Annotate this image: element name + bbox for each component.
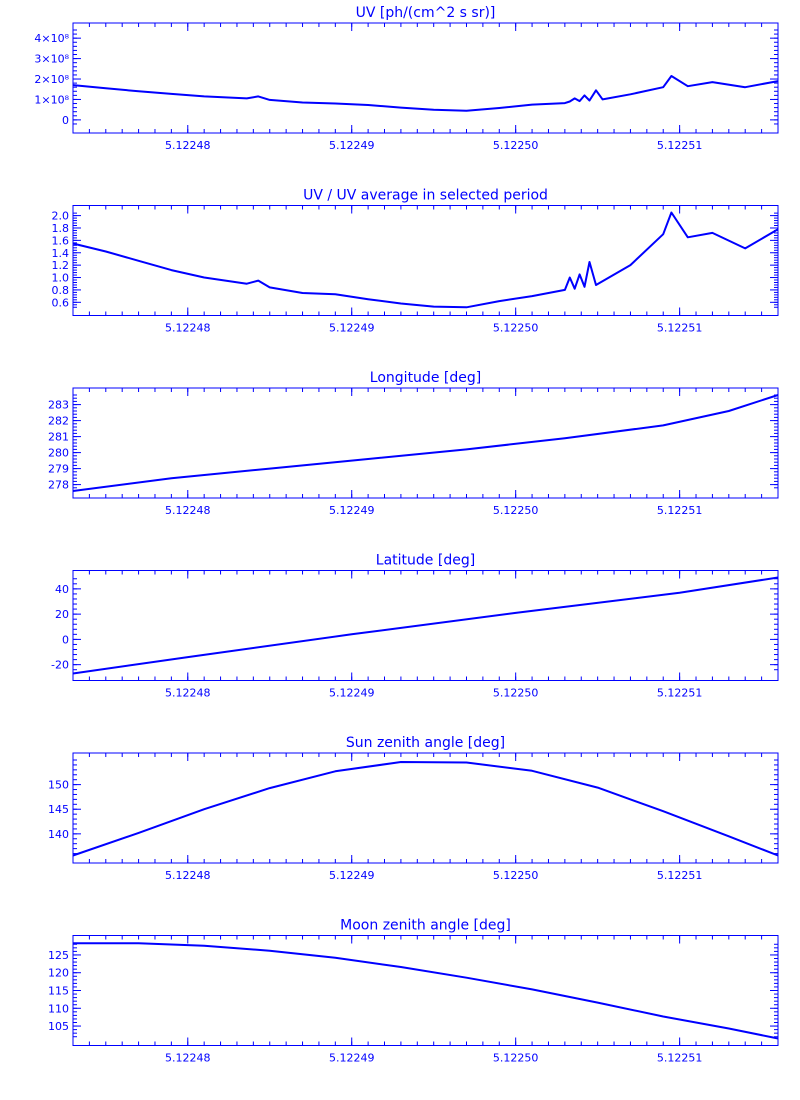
y-tick-label: 2×10⁸ <box>34 73 69 86</box>
plot-frame <box>72 752 779 864</box>
y-tick-label: 0.6 <box>52 296 70 309</box>
plot-frame <box>72 387 779 499</box>
y-tick-label: 40 <box>55 583 69 596</box>
y-tick-label: 145 <box>48 803 69 816</box>
x-tick-label: 5.12248 <box>165 322 211 335</box>
data-series-line <box>72 576 779 675</box>
y-tick-label: 140 <box>48 828 69 841</box>
y-tick-label: 115 <box>48 985 69 998</box>
plot-frame <box>72 570 779 681</box>
chart-panel-2: UV / UV average in selected period 5.1224… <box>52 188 779 335</box>
chart-panel-3: Longitude [deg] 5.12248 5.12249 5.12250 5.12… <box>48 370 779 517</box>
plot-frame <box>72 22 779 134</box>
chart-title: Longitude [deg] <box>370 370 481 386</box>
plot-frame <box>72 935 779 1046</box>
x-tick-label: 5.12251 <box>657 504 703 517</box>
x-tick-label: 5.12249 <box>329 869 375 882</box>
x-tick-label: 5.12250 <box>493 139 539 152</box>
x-tick-label: 5.12251 <box>657 139 703 152</box>
x-tick-label: 5.12249 <box>329 1052 375 1065</box>
y-tick-label: 1.4 <box>52 247 70 260</box>
chart-panel-6: Moon zenith angle [deg] 5.12248 5.12249 5.1… <box>48 918 779 1065</box>
x-tick-label: 5.12249 <box>329 687 375 700</box>
y-tick-label: 3×10⁸ <box>34 53 69 66</box>
data-series-line <box>73 942 779 1040</box>
y-tick-label: 1.0 <box>52 272 70 285</box>
x-tick-label: 5.12250 <box>493 504 539 517</box>
y-tick-label: -20 <box>51 659 69 672</box>
y-tick-label: 0.8 <box>52 284 70 297</box>
chart-title: UV [ph/(cm^2 s sr)] <box>356 5 496 21</box>
y-tick-label: 1.6 <box>52 234 70 247</box>
data-series-line <box>72 75 779 112</box>
x-tick-label: 5.12251 <box>657 1052 703 1065</box>
data-series-line <box>72 394 779 492</box>
x-tick-label: 5.12250 <box>493 869 539 882</box>
y-tick-label: 280 <box>48 447 69 460</box>
y-tick-label: 105 <box>48 1020 69 1033</box>
x-tick-label: 5.12250 <box>493 322 539 335</box>
x-tick-label: 5.12248 <box>165 1052 211 1065</box>
x-tick-label: 5.12251 <box>657 322 703 335</box>
y-tick-label: 279 <box>48 463 69 476</box>
y-tick-label: 281 <box>48 431 69 444</box>
y-tick-label: 2.0 <box>52 210 70 223</box>
chart-panel-4: Latitude [deg] 5.12248 5.12249 5.12250 5.122… <box>51 553 779 700</box>
plot-frame <box>72 205 779 316</box>
y-tick-label: 1.8 <box>52 222 70 235</box>
data-series-line <box>72 761 779 857</box>
chart-title: Latitude [deg] <box>376 553 475 569</box>
x-tick-label: 5.12249 <box>329 504 375 517</box>
y-tick-label: 282 <box>48 415 69 428</box>
x-tick-label: 5.12248 <box>165 504 211 517</box>
x-tick-label: 5.12248 <box>165 139 211 152</box>
y-tick-label: 1×10⁸ <box>34 93 69 106</box>
y-tick-label: 150 <box>48 779 69 792</box>
y-tick-label: 278 <box>48 479 69 492</box>
chart-panel-1: UV [ph/(cm^2 s sr)] 5.12248 5.12249 5.12250… <box>34 5 779 152</box>
y-tick-label: 20 <box>55 608 69 621</box>
x-tick-label: 5.12250 <box>493 1052 539 1065</box>
y-tick-label: 0 <box>62 633 69 646</box>
x-tick-label: 5.12249 <box>329 139 375 152</box>
chart-title: Sun zenith angle [deg] <box>346 735 505 751</box>
y-tick-label: 1.2 <box>52 259 70 272</box>
y-tick-label: 110 <box>48 1002 69 1015</box>
x-tick-label: 5.12250 <box>493 687 539 700</box>
chart-panel-5: Sun zenith angle [deg] 5.12248 5.12249 5.12… <box>48 735 779 882</box>
data-series-line <box>72 211 779 309</box>
y-tick-label: 120 <box>48 967 69 980</box>
x-tick-label: 5.12248 <box>165 687 211 700</box>
y-tick-label: 4×10⁸ <box>34 32 69 45</box>
x-tick-label: 5.12251 <box>657 687 703 700</box>
y-tick-label: 283 <box>48 399 69 412</box>
chart-title: Moon zenith angle [deg] <box>340 918 511 934</box>
x-tick-label: 5.12251 <box>657 869 703 882</box>
x-tick-label: 5.12248 <box>165 869 211 882</box>
y-tick-label: 0 <box>62 114 69 127</box>
x-tick-label: 5.12249 <box>329 322 375 335</box>
y-tick-label: 125 <box>48 949 69 962</box>
chart-title: UV / UV average in selected period <box>303 188 548 204</box>
